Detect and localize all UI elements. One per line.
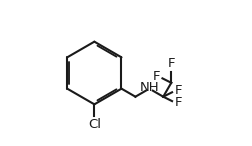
Text: Cl: Cl [87, 118, 101, 131]
Text: F: F [174, 84, 181, 97]
Text: F: F [174, 96, 181, 109]
Text: F: F [152, 70, 160, 83]
Text: NH: NH [139, 81, 159, 94]
Text: F: F [167, 57, 174, 70]
